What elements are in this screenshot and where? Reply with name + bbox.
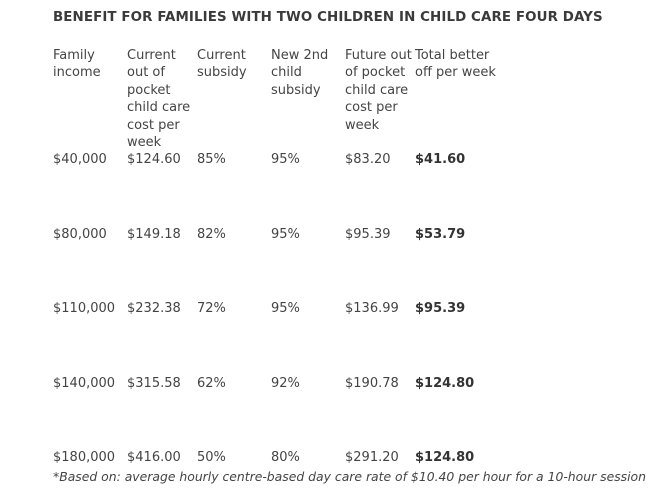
column-header-line: cost per (345, 100, 398, 116)
column-header-future-out-of-pocket: Future out of pocket child care cost per wee… (345, 47, 412, 134)
cell-total-better-off: $124.80 (415, 376, 475, 391)
column-header-line: child care (345, 82, 409, 98)
cell-current-subsidy: 62% (197, 376, 226, 391)
cell-total-better-off: $124.80 (415, 450, 475, 465)
column-header-line: out of (127, 65, 165, 81)
column-header-line: child (271, 65, 302, 81)
cell-family-income: $110,000 (53, 301, 116, 316)
column-header-current-subsidy: Current subsidy (197, 47, 247, 82)
cell-future-out-of-pocket: $291.20 (345, 450, 399, 465)
column-header-new-second-child-subsidy: New 2nd child subsidy (271, 47, 328, 99)
column-header-current-out-of-pocket: Current out of pocket child care cost per wee… (127, 47, 190, 151)
cell-total-better-off: $53.79 (415, 227, 466, 242)
cell-family-income: $80,000 (53, 227, 107, 242)
footnote: *Based on: average hourly centre-based d… (53, 469, 646, 484)
column-header-line: Future out (345, 48, 412, 63)
cell-family-income: $40,000 (53, 152, 107, 167)
cell-current-out-of-pocket: $149.18 (127, 227, 181, 242)
column-header-line: week (127, 135, 162, 151)
cell-current-out-of-pocket: $124.60 (127, 152, 181, 167)
column-header-line: income (53, 65, 101, 81)
column-header-family-income: Family income (53, 47, 101, 82)
column-header-line: Current (127, 48, 176, 63)
cell-new-second-child-subsidy: 95% (271, 152, 300, 167)
column-header-line: Total better (415, 48, 490, 63)
cell-current-subsidy: 82% (197, 227, 226, 242)
cell-current-out-of-pocket: $232.38 (127, 301, 181, 316)
cell-family-income: $140,000 (53, 376, 116, 391)
cell-future-out-of-pocket: $95.39 (345, 227, 391, 242)
column-header-line: cost per (127, 117, 180, 133)
column-header-total-better-off: Total better off per week (415, 47, 496, 82)
cell-new-second-child-subsidy: 80% (271, 450, 300, 465)
column-header-line: of pocket (345, 65, 406, 81)
column-header-line: Current (197, 48, 246, 63)
cell-family-income: $180,000 (53, 450, 116, 465)
cell-current-out-of-pocket: $315.58 (127, 376, 181, 391)
column-header-line: New 2nd (271, 48, 329, 63)
cell-future-out-of-pocket: $190.78 (345, 376, 399, 391)
cell-current-subsidy: 72% (197, 301, 226, 316)
cell-current-subsidy: 85% (197, 152, 226, 167)
cell-total-better-off: $41.60 (415, 152, 466, 167)
column-header-line: child care (127, 100, 191, 116)
cell-future-out-of-pocket: $136.99 (345, 301, 399, 316)
cell-current-subsidy: 50% (197, 450, 226, 465)
column-header-line: Family (53, 48, 95, 63)
column-header-line: subsidy (271, 82, 321, 98)
column-header-line: week (345, 117, 380, 133)
column-header-line: subsidy (197, 65, 247, 81)
cell-new-second-child-subsidy: 92% (271, 376, 300, 391)
cell-future-out-of-pocket: $83.20 (345, 152, 391, 167)
cell-new-second-child-subsidy: 95% (271, 301, 300, 316)
cell-new-second-child-subsidy: 95% (271, 227, 300, 242)
table-title: BENEFIT FOR FAMILIES WITH TWO CHILDREN I… (53, 10, 603, 25)
column-header-line: off per week (415, 65, 496, 81)
cell-current-out-of-pocket: $416.00 (127, 450, 181, 465)
column-header-line: pocket (127, 82, 171, 98)
cell-total-better-off: $95.39 (415, 301, 466, 316)
